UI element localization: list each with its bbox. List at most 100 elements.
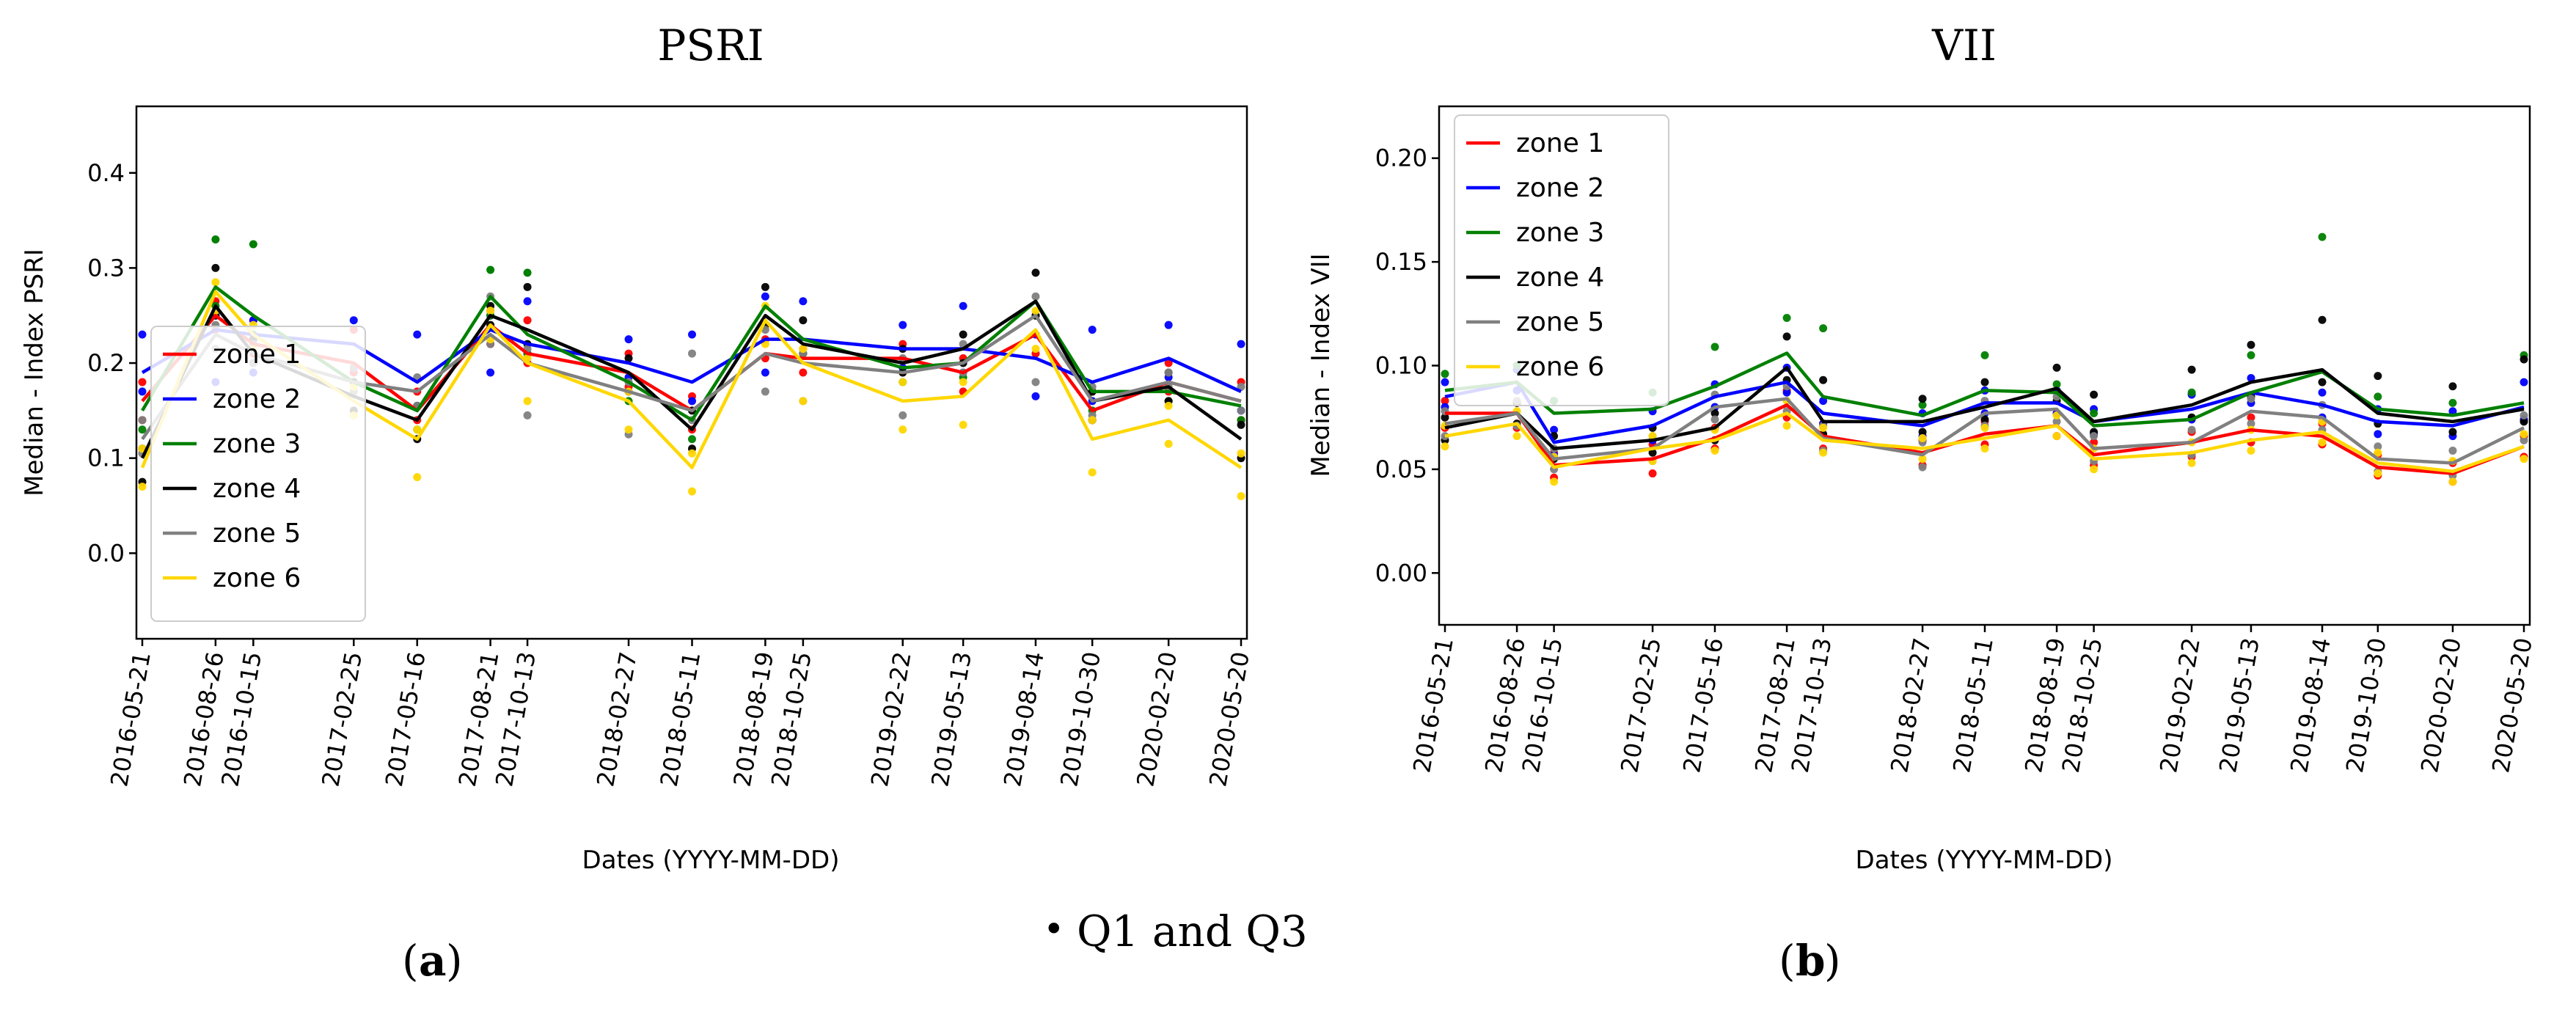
quartile-point [2520, 355, 2528, 364]
quartile-point [959, 420, 967, 429]
y-axis-label: Median - Index VII [1306, 253, 1336, 477]
quartile-point [1648, 448, 1657, 457]
quartile-point [349, 316, 358, 325]
quartile-point [1918, 395, 1927, 403]
panel-label-close-paren: ) [1824, 936, 1841, 986]
quartile-point [1918, 433, 1927, 442]
legend: zone 1 zone 2 zone 3 zone 4 zone 5 zone 6 [1454, 114, 1669, 406]
quartile-point [1237, 492, 1245, 501]
quartile-point [211, 235, 220, 243]
quartile-point [799, 297, 808, 306]
series-line [1444, 397, 2525, 465]
legend-label: zone 5 [213, 519, 301, 549]
quartile-point [1164, 401, 1173, 410]
quartile-point [1980, 423, 1989, 432]
quartile-point [1512, 432, 1521, 441]
quartile-point [1441, 370, 1449, 378]
quartile-point [624, 354, 633, 363]
quartile-point [2374, 469, 2382, 478]
y-tick-label: 0.00 [1375, 559, 1427, 587]
quartile-point [2374, 392, 2382, 401]
quartile-point [2448, 446, 2457, 455]
quartile-point [1164, 368, 1173, 377]
y-tick-label: 0.1 [87, 444, 125, 472]
quartile-point [2448, 382, 2457, 391]
chart-title: VII [1931, 21, 1997, 70]
legend-label: zone 4 [213, 474, 301, 504]
chart-title: PSRI [657, 21, 764, 70]
quartile-point [959, 301, 967, 310]
quartile-point [138, 416, 147, 425]
quartile-point [1648, 469, 1657, 478]
quartile-point [1031, 307, 1040, 315]
quartile-point [1441, 413, 1449, 422]
quartile-point [959, 330, 967, 339]
quartile-point [624, 335, 633, 344]
panel-label-letter: a [419, 936, 447, 986]
quartile-point [523, 316, 532, 325]
quartile-point [799, 397, 808, 406]
quartile-point [1819, 375, 1828, 384]
quartile-point [1819, 324, 1828, 333]
legend-label: zone 5 [1516, 307, 1604, 337]
quartile-point [688, 397, 697, 406]
quartile-point [1918, 455, 1927, 463]
quartile-point [1550, 425, 1559, 434]
quartile-point [138, 330, 147, 339]
series-line [1444, 366, 2525, 450]
series-line [1444, 411, 2525, 473]
quartile-point [899, 411, 907, 419]
quartile-point [2520, 455, 2528, 463]
quartile-point [1918, 428, 1927, 436]
quartile-point [138, 483, 147, 491]
quartile-point [799, 368, 808, 377]
quartile-point [2090, 432, 2099, 441]
quartile-point [413, 425, 422, 434]
quartile-point [523, 397, 532, 406]
quartile-point [2374, 430, 2382, 439]
panel-label-b: ( b ) [1779, 936, 1841, 986]
quartile-point [1031, 345, 1040, 353]
quartile-point [799, 316, 808, 325]
series-line [1444, 380, 2525, 444]
series-line [1445, 403, 2525, 475]
quartile-point [2448, 407, 2457, 416]
quartile-point [688, 449, 697, 458]
quartile-point [2247, 413, 2255, 422]
quartile-point [2374, 442, 2382, 451]
legend-label: zone 4 [1516, 263, 1604, 293]
quartile-point [2520, 411, 2528, 419]
quartile-point [2520, 436, 2528, 444]
quartile-point [2052, 432, 2061, 441]
quartile-point [2374, 372, 2382, 381]
quartile-point [523, 282, 532, 291]
x-axis-label: Dates (YYYY-MM-DD) [1856, 846, 2113, 875]
plot-frame [1438, 105, 2531, 626]
quartile-point [1441, 397, 1449, 406]
quartile-point [1782, 332, 1791, 341]
quartile-point [2187, 388, 2196, 397]
quartile-point [2374, 448, 2382, 457]
quartile-point [1237, 420, 1245, 429]
quartile-point [1710, 342, 1719, 351]
quartile-point [1782, 313, 1791, 322]
panel-label-a: ( a ) [402, 936, 463, 986]
quartile-point [486, 368, 495, 377]
quartile-point [1648, 432, 1657, 441]
quartile-point [761, 282, 769, 291]
quartile-point [1819, 448, 1828, 457]
legend-label: zone 2 [1516, 173, 1604, 203]
quartile-point [899, 378, 907, 386]
quartile-point [688, 349, 697, 358]
y-tick-label: 0.05 [1375, 455, 1427, 483]
quartile-point [138, 387, 147, 396]
quartile-point [1782, 388, 1791, 397]
quartile-point [2187, 425, 2196, 434]
quartile-point [2318, 388, 2327, 397]
quartile-point [1031, 268, 1040, 277]
quartile-point [2448, 477, 2457, 486]
quartile-point [486, 265, 495, 274]
legend-label: zone 3 [1516, 218, 1604, 248]
y-tick-label: 0.3 [87, 254, 125, 282]
quartile-point [1819, 397, 1828, 406]
